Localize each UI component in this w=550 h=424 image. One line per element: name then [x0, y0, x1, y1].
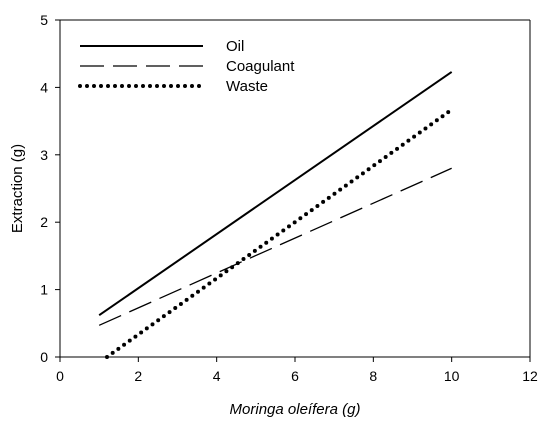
x-tick-label: 12: [522, 368, 538, 384]
y-tick-label: 1: [40, 282, 48, 298]
x-tick-label: 4: [213, 368, 221, 384]
x-tick-label: 0: [56, 368, 64, 384]
y-tick-label: 3: [40, 147, 48, 163]
x-ticks: 0 2 4 6 8 10 12: [56, 357, 538, 384]
x-tick-label: 8: [369, 368, 377, 384]
legend-label: Oil: [226, 38, 244, 55]
y-tick-label: 4: [40, 79, 48, 95]
y-tick-label: 2: [40, 214, 48, 230]
x-tick-label: 2: [134, 368, 142, 384]
legend: Oil Coagulant Waste: [78, 38, 295, 95]
series-line-coagulant: [98, 167, 452, 326]
series-line-waste: [105, 107, 454, 359]
y-tick-label: 0: [40, 349, 48, 365]
series-lines: [98, 71, 454, 359]
series-line-oil: [98, 71, 453, 317]
legend-label: Waste: [226, 78, 268, 95]
x-axis-title: Moringa oleífera (g): [230, 401, 361, 418]
y-axis-title: Extraction (g): [9, 144, 26, 233]
x-tick-label: 10: [444, 368, 460, 384]
y-tick-label: 5: [40, 12, 48, 28]
legend-label: Coagulant: [226, 58, 295, 75]
x-tick-label: 6: [291, 368, 299, 384]
y-ticks: 0 1 2 3 4 5: [40, 12, 60, 365]
